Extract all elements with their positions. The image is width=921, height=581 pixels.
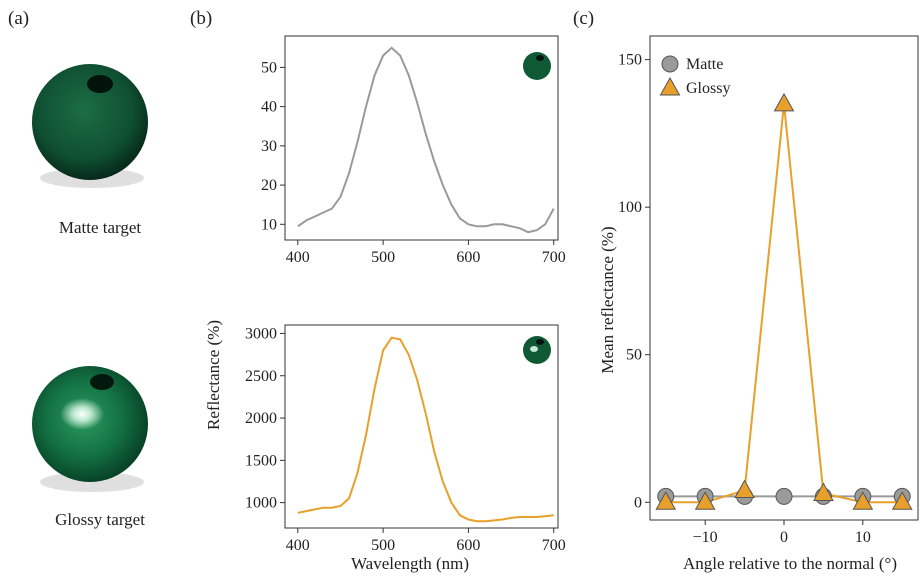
top-spectrum-xtick-label: 600 (456, 249, 480, 266)
legend-label-glossy: Glossy (686, 80, 730, 97)
bottom-spectrum-xtick-label: 700 (542, 537, 566, 554)
panel-c-ytick-label: 0 (634, 494, 642, 511)
top-spectrum-ytick-label: 20 (261, 177, 277, 194)
top-spectrum-ytick-label: 40 (261, 99, 277, 116)
bead-icon-hole (536, 339, 544, 345)
panel-c-point-glossy (694, 491, 716, 510)
panel-label-b: (b) (190, 8, 213, 29)
panel-c-point-glossy (813, 482, 834, 501)
glossy-bead-icon (523, 336, 551, 364)
top-spectrum-ytick-label: 10 (261, 216, 277, 233)
legend-marker-glossy (659, 76, 681, 96)
panel-label-a: (a) (8, 8, 30, 29)
matte-bead-image (32, 64, 148, 188)
bead-icon-hole (536, 55, 544, 61)
top-spectrum-ytick-label: 30 (261, 138, 277, 155)
panel-c-ytick-label: 150 (618, 52, 642, 69)
legend-marker-matte (661, 55, 679, 73)
panel-c-point-matte (775, 487, 793, 505)
legend-label-matte: Matte (686, 56, 723, 73)
bottom-spectrum-series-line (297, 336, 554, 523)
bottom-spectrum-ytick-label: 2000 (245, 410, 277, 427)
bottom-spectrum-ytick-label: 2500 (245, 368, 277, 385)
bottom-spectrum-xtick-label: 600 (456, 537, 480, 554)
top-spectrum-frame (284, 35, 559, 241)
bottom-spectrum-frame (284, 324, 559, 529)
panel-c-xlabel: Angle relative to the normal (°) (682, 554, 898, 573)
top-spectrum-xtick-label: 400 (286, 249, 310, 266)
top-spectrum-xtick-label: 700 (542, 249, 566, 266)
glossy-bead-image (32, 366, 148, 492)
panel-c-xtick-label: 10 (855, 529, 871, 546)
panel-c-xtick-label: 0 (780, 529, 788, 546)
panel-c-point-glossy (852, 491, 874, 510)
panel-c-line-glossy (665, 103, 903, 504)
bead-icon-body (523, 52, 551, 80)
panel-c-point-glossy (734, 479, 755, 498)
top-spectrum-series-line (297, 46, 555, 234)
panel-c-ytick-label: 50 (626, 347, 642, 364)
top-spectrum-ytick-label: 50 (261, 59, 277, 76)
panel-c-point-glossy (655, 491, 677, 510)
bottom-spectrum-ytick-label: 1000 (245, 495, 277, 512)
panel-c-point-glossy (891, 491, 913, 510)
bottom-spectrum-ytick-label: 3000 (245, 325, 277, 342)
top-spectrum-xtick-label: 500 (371, 249, 395, 266)
matte-target-caption: Matte target (58, 218, 142, 237)
panel-b-xlabel: Wavelength (nm) (350, 554, 470, 573)
bottom-spectrum-xtick-label: 400 (286, 537, 310, 554)
panel-c-xtick-label: −10 (693, 529, 718, 546)
panel-label-c: (c) (573, 8, 595, 29)
bead-icon-highlight (530, 346, 538, 352)
glossy-target-caption: Glossy target (55, 510, 145, 529)
panel-c-point-glossy (773, 92, 795, 112)
bottom-spectrum-xtick-label: 500 (371, 537, 395, 554)
matte-bead-icon (523, 52, 551, 80)
panel-c-ytick-label: 100 (618, 199, 642, 216)
bottom-spectrum-ytick-label: 1500 (245, 452, 277, 469)
